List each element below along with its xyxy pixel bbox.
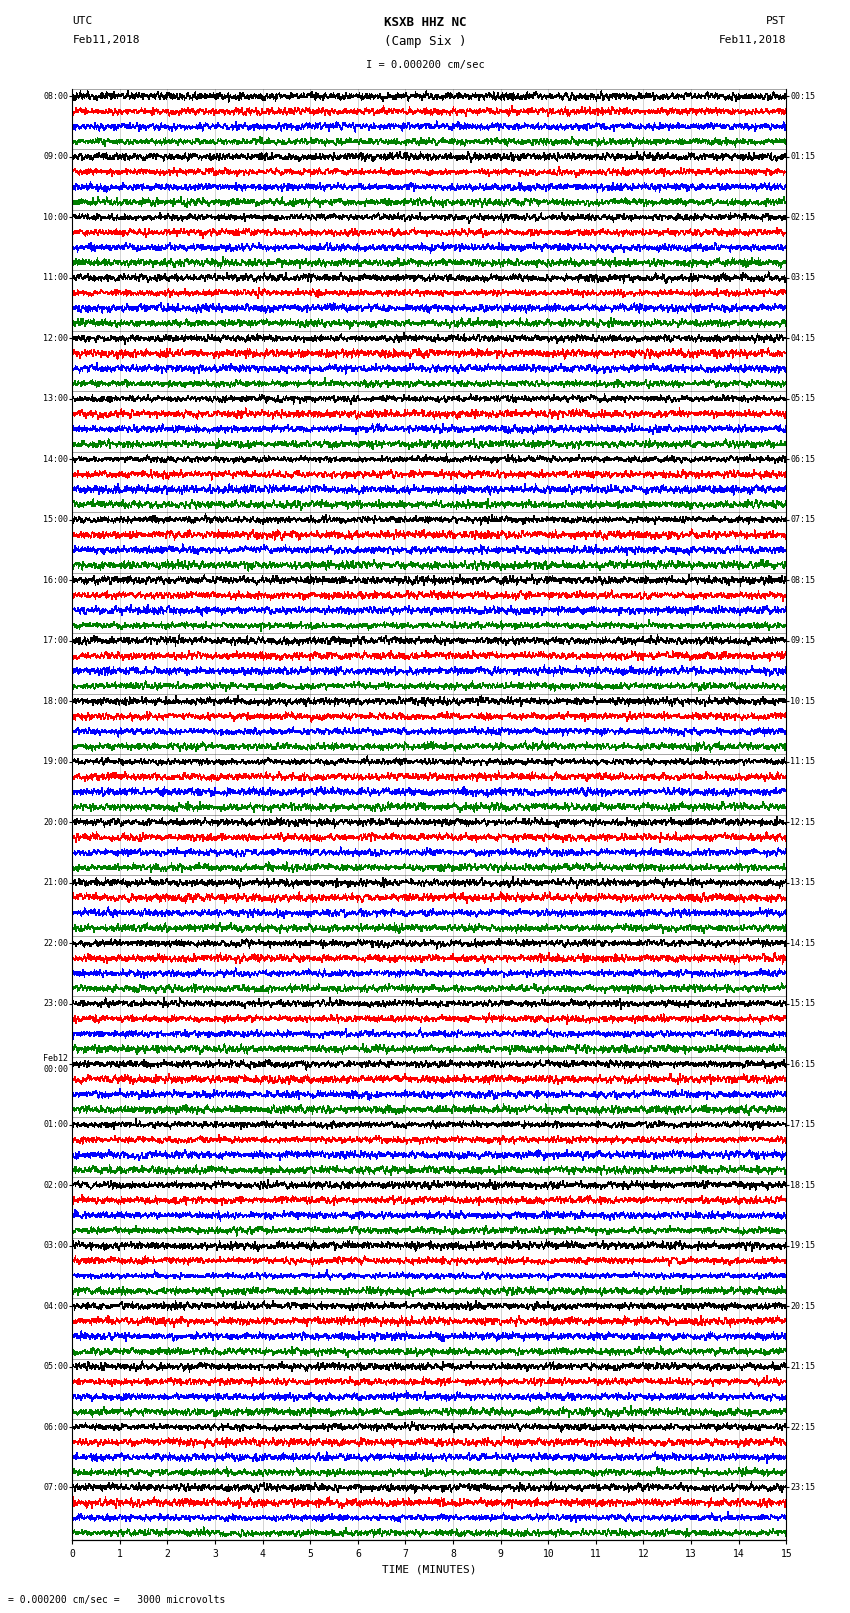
Text: Feb11,2018: Feb11,2018: [72, 35, 139, 45]
Text: Feb11,2018: Feb11,2018: [719, 35, 786, 45]
Text: (Camp Six ): (Camp Six ): [383, 35, 467, 48]
Text: UTC: UTC: [72, 16, 93, 26]
Text: KSXB HHZ NC: KSXB HHZ NC: [383, 16, 467, 29]
X-axis label: TIME (MINUTES): TIME (MINUTES): [382, 1565, 477, 1574]
Text: PST: PST: [766, 16, 786, 26]
Text: I = 0.000200 cm/sec: I = 0.000200 cm/sec: [366, 60, 484, 69]
Text: = 0.000200 cm/sec =   3000 microvolts: = 0.000200 cm/sec = 3000 microvolts: [8, 1595, 226, 1605]
